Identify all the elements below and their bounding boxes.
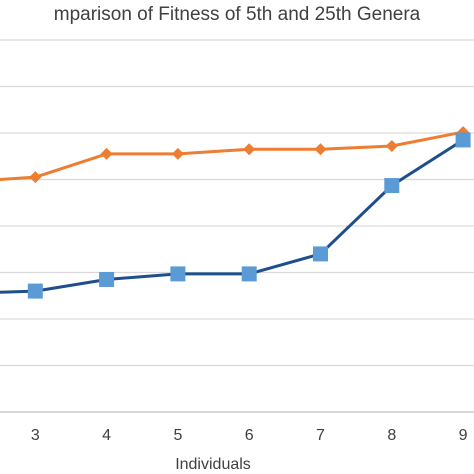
chart-title: mparison of Fitness of 5th and 25th Gene… bbox=[54, 4, 421, 25]
series-markers bbox=[27, 126, 471, 299]
data-point bbox=[27, 283, 43, 299]
x-tick-label: 3 bbox=[31, 427, 40, 444]
data-point bbox=[385, 140, 398, 153]
data-point bbox=[384, 178, 400, 194]
series-line-2 bbox=[0, 138, 464, 294]
x-tick-label: 4 bbox=[102, 427, 111, 444]
data-point bbox=[241, 266, 257, 282]
x-tick-label: 6 bbox=[245, 427, 254, 444]
series-lines bbox=[0, 130, 464, 294]
x-axis-label: Individuals bbox=[175, 456, 251, 473]
series-line-1 bbox=[0, 130, 464, 181]
gridlines bbox=[0, 39, 474, 413]
data-point bbox=[243, 143, 256, 156]
data-point bbox=[29, 171, 42, 184]
x-tick-label: 8 bbox=[387, 427, 396, 444]
data-point bbox=[314, 143, 327, 156]
x-tick-label: 7 bbox=[316, 427, 325, 444]
x-tick-label: 5 bbox=[173, 427, 182, 444]
data-point bbox=[171, 147, 184, 160]
data-point bbox=[99, 271, 115, 287]
data-point bbox=[100, 147, 113, 160]
data-point bbox=[170, 266, 186, 282]
data-point bbox=[313, 246, 328, 262]
x-tick-label: 9 bbox=[459, 427, 468, 444]
x-tick-labels: 3 4 5 6 7 8 9 bbox=[31, 427, 468, 444]
data-point bbox=[455, 132, 471, 148]
